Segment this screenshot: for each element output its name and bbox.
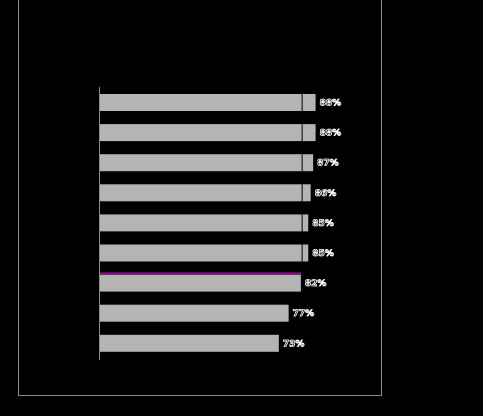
bar-3 bbox=[100, 184, 311, 202]
data-label-5: 85% bbox=[312, 249, 334, 259]
data-label-7: 77% bbox=[293, 309, 315, 319]
labels-group: 88% 88% 87% 86% 85% 85% 82% 77% 73% bbox=[282, 98, 342, 350]
data-label-2: 87% bbox=[317, 159, 339, 169]
bar-0 bbox=[100, 94, 316, 111]
bar-7 bbox=[100, 304, 289, 322]
bar-1 bbox=[100, 124, 316, 142]
data-label-4: 85% bbox=[312, 219, 334, 229]
data-label-3: 86% bbox=[315, 189, 337, 199]
chart-frame bbox=[18, 0, 382, 396]
bar-6 bbox=[100, 274, 301, 292]
bar-4 bbox=[100, 214, 309, 232]
data-label-1: 88% bbox=[320, 129, 342, 139]
bar-2 bbox=[100, 154, 314, 172]
bar-5 bbox=[100, 244, 309, 262]
bars-group bbox=[100, 94, 316, 352]
bar-8 bbox=[100, 334, 279, 352]
data-label-8: 73% bbox=[283, 339, 305, 349]
data-label-6: 82% bbox=[305, 279, 327, 289]
data-label-0: 88% bbox=[320, 99, 342, 109]
